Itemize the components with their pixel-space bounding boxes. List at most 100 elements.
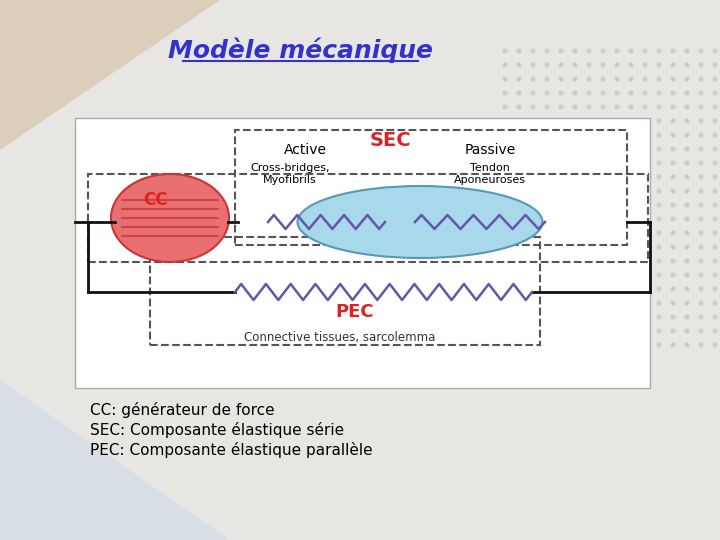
Circle shape: [643, 301, 647, 305]
Circle shape: [517, 77, 521, 81]
Circle shape: [699, 273, 703, 277]
Circle shape: [588, 259, 591, 263]
Circle shape: [685, 63, 689, 67]
Circle shape: [503, 315, 507, 319]
Circle shape: [615, 161, 618, 165]
Circle shape: [714, 147, 717, 151]
Circle shape: [629, 91, 633, 95]
Circle shape: [573, 301, 577, 305]
Circle shape: [531, 105, 535, 109]
Circle shape: [657, 259, 661, 263]
Circle shape: [503, 203, 507, 207]
Circle shape: [685, 301, 689, 305]
Circle shape: [685, 147, 689, 151]
Circle shape: [629, 245, 633, 249]
Circle shape: [601, 329, 605, 333]
Circle shape: [685, 161, 689, 165]
Circle shape: [588, 301, 591, 305]
Circle shape: [545, 217, 549, 221]
Circle shape: [559, 315, 563, 319]
Circle shape: [559, 175, 563, 179]
Circle shape: [629, 161, 633, 165]
Text: CC: générateur de force: CC: générateur de force: [90, 402, 274, 418]
Circle shape: [531, 119, 535, 123]
Circle shape: [657, 91, 661, 95]
Circle shape: [699, 329, 703, 333]
Circle shape: [545, 287, 549, 291]
Circle shape: [714, 329, 717, 333]
Circle shape: [657, 119, 661, 123]
FancyBboxPatch shape: [75, 118, 650, 388]
Circle shape: [714, 77, 717, 81]
Circle shape: [629, 49, 633, 53]
Circle shape: [699, 105, 703, 109]
Circle shape: [545, 273, 549, 277]
Circle shape: [601, 91, 605, 95]
Circle shape: [615, 147, 618, 151]
Circle shape: [685, 231, 689, 235]
Circle shape: [517, 133, 521, 137]
Circle shape: [503, 245, 507, 249]
Circle shape: [629, 301, 633, 305]
Circle shape: [699, 147, 703, 151]
Circle shape: [615, 329, 618, 333]
Circle shape: [714, 105, 717, 109]
Circle shape: [643, 49, 647, 53]
Circle shape: [699, 161, 703, 165]
Circle shape: [714, 287, 717, 291]
Circle shape: [685, 49, 689, 53]
Circle shape: [503, 231, 507, 235]
Circle shape: [657, 147, 661, 151]
Circle shape: [685, 273, 689, 277]
Circle shape: [588, 315, 591, 319]
Circle shape: [671, 217, 675, 221]
Circle shape: [601, 343, 605, 347]
Circle shape: [588, 217, 591, 221]
Circle shape: [657, 203, 661, 207]
Circle shape: [559, 119, 563, 123]
Circle shape: [559, 161, 563, 165]
Circle shape: [559, 343, 563, 347]
Circle shape: [559, 189, 563, 193]
Circle shape: [629, 343, 633, 347]
Circle shape: [573, 147, 577, 151]
Circle shape: [559, 245, 563, 249]
Circle shape: [671, 203, 675, 207]
Circle shape: [671, 343, 675, 347]
Circle shape: [573, 77, 577, 81]
Circle shape: [671, 133, 675, 137]
Circle shape: [588, 77, 591, 81]
Circle shape: [643, 91, 647, 95]
Circle shape: [559, 301, 563, 305]
Circle shape: [545, 105, 549, 109]
Circle shape: [615, 259, 618, 263]
Circle shape: [559, 287, 563, 291]
Circle shape: [714, 63, 717, 67]
Circle shape: [573, 119, 577, 123]
Circle shape: [643, 119, 647, 123]
Circle shape: [517, 245, 521, 249]
Text: PEC: PEC: [336, 303, 374, 321]
Circle shape: [517, 287, 521, 291]
Circle shape: [545, 343, 549, 347]
Circle shape: [714, 203, 717, 207]
Circle shape: [559, 105, 563, 109]
Circle shape: [503, 161, 507, 165]
Circle shape: [601, 49, 605, 53]
Circle shape: [531, 217, 535, 221]
Circle shape: [714, 343, 717, 347]
Circle shape: [531, 315, 535, 319]
Circle shape: [573, 273, 577, 277]
Circle shape: [588, 175, 591, 179]
Text: SEC: SEC: [369, 131, 411, 150]
Circle shape: [671, 175, 675, 179]
Circle shape: [699, 189, 703, 193]
Circle shape: [671, 259, 675, 263]
Circle shape: [699, 119, 703, 123]
Circle shape: [531, 273, 535, 277]
Circle shape: [671, 287, 675, 291]
Circle shape: [714, 273, 717, 277]
Circle shape: [657, 161, 661, 165]
Circle shape: [531, 175, 535, 179]
Circle shape: [629, 217, 633, 221]
